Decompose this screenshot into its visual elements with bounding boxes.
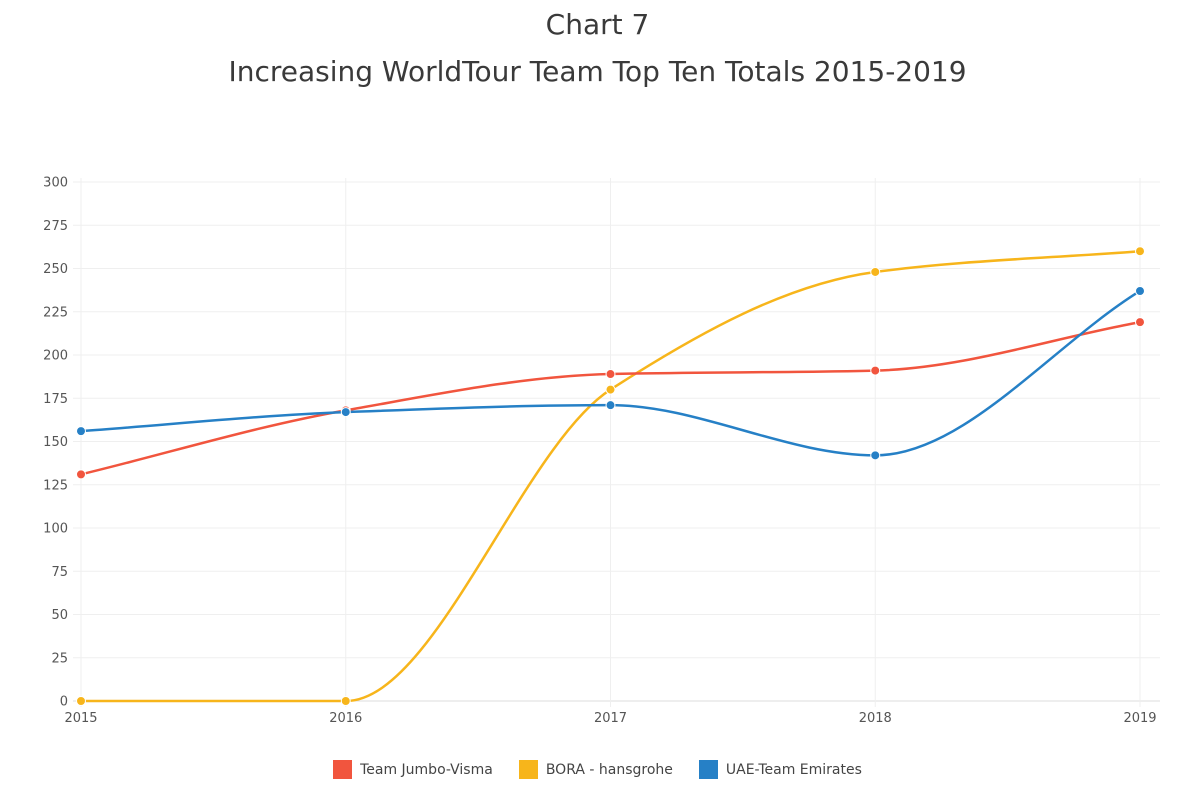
x-tick-label: 2018 [859, 711, 892, 726]
data-point [870, 450, 881, 461]
legend-swatch [518, 760, 538, 779]
legend-label: BORA - hansgrohe [545, 761, 673, 778]
y-axis: 0 25 50 75 100 125 150 175 200 225 250 275 300 [43, 176, 68, 710]
legend-swatch [333, 760, 353, 779]
legend: Team Jumbo-Visma BORA - hansgrohe UAE-Te… [0, 760, 1195, 779]
data-point [76, 426, 86, 437]
y-tick-label: 75 [51, 565, 68, 580]
data-point [76, 469, 86, 480]
y-tick-label: 300 [43, 176, 68, 191]
data-point [340, 696, 351, 706]
data-point [1135, 246, 1145, 257]
data-point [1135, 285, 1145, 296]
data-point [605, 400, 616, 411]
y-tick-label: 0 [60, 695, 68, 710]
series-points [76, 246, 1145, 706]
y-tick-label: 275 [43, 219, 68, 234]
x-axis: 2015 2016 2017 2018 2019 [64, 711, 1156, 726]
x-tick-label: 2016 [329, 711, 362, 726]
data-point [870, 266, 881, 277]
data-point [605, 384, 616, 395]
legend-label: Team Jumbo-Visma [360, 761, 493, 778]
grid [73, 178, 1160, 707]
data-point [605, 369, 616, 380]
legend-item-bora-hansgrohe[interactable]: BORA - hansgrohe [518, 760, 673, 779]
data-point [76, 696, 86, 706]
y-tick-label: 25 [51, 651, 68, 666]
legend-label: UAE-Team Emirates [725, 761, 862, 778]
y-tick-label: 175 [43, 392, 68, 407]
y-tick-label: 150 [43, 435, 68, 450]
y-tick-label: 100 [43, 522, 68, 537]
legend-item-uae-team-emirates[interactable]: UAE-Team Emirates [698, 760, 862, 779]
data-point [340, 407, 351, 418]
chart-title: Chart 7 [545, 8, 650, 41]
x-tick-label: 2015 [64, 711, 97, 726]
data-point [1135, 317, 1145, 328]
x-tick-label: 2019 [1123, 711, 1156, 726]
y-tick-label: 250 [43, 262, 68, 277]
legend-item-jumbo-visma[interactable]: Team Jumbo-Visma [333, 760, 493, 779]
y-tick-label: 50 [51, 608, 68, 623]
series-line [79, 249, 1142, 703]
legend-swatch [698, 760, 718, 779]
y-tick-label: 200 [43, 349, 68, 364]
y-tick-label: 125 [43, 478, 68, 493]
x-tick-label: 2017 [594, 711, 627, 726]
chart-subtitle: Increasing WorldTour Team Top Ten Totals… [228, 55, 967, 88]
data-point [870, 365, 881, 376]
y-tick-label: 225 [43, 305, 68, 320]
